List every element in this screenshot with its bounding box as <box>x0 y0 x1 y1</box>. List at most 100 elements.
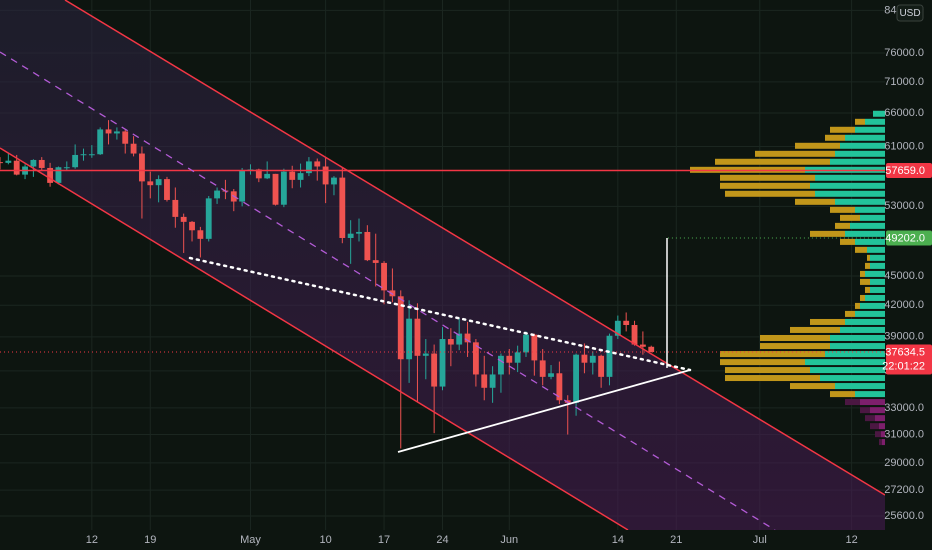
candle-body <box>172 199 179 217</box>
candle-body <box>539 360 546 377</box>
candle-body <box>623 320 630 326</box>
candle-body <box>372 260 379 263</box>
volume-down <box>715 158 830 165</box>
volume-down <box>790 383 835 390</box>
currency: USD <box>899 8 920 19</box>
candle-body <box>381 262 387 291</box>
candle-body <box>297 173 304 180</box>
volume-down <box>795 142 840 149</box>
candle-body <box>147 181 154 186</box>
volume-down <box>830 126 855 133</box>
volume-up <box>835 198 885 205</box>
candle-body <box>305 161 312 174</box>
x-tick-label: Jun <box>500 534 518 546</box>
channel-upper <box>64 0 886 496</box>
candle-body <box>456 333 463 345</box>
price-label-box <box>886 344 932 375</box>
candle-body <box>481 374 488 388</box>
volume-up <box>870 278 885 285</box>
volume-down <box>755 150 835 157</box>
volume-down <box>860 270 865 277</box>
volume-down <box>865 286 870 293</box>
candle-body <box>164 179 170 200</box>
volume-up <box>815 190 885 197</box>
candle-body <box>322 166 329 185</box>
volume-down <box>855 118 865 125</box>
candle-body <box>514 352 521 363</box>
candle-body <box>523 334 529 353</box>
volume-up <box>840 326 885 333</box>
volume-down <box>875 431 881 438</box>
volume-up <box>867 246 885 253</box>
channel-lower <box>0 147 629 531</box>
volume-up <box>855 238 885 245</box>
volume-down <box>867 254 870 261</box>
candle-body <box>0 162 3 164</box>
volume-down <box>720 182 810 189</box>
x-tick-label: 24 <box>436 534 448 546</box>
candle-body <box>639 344 646 347</box>
volume-up <box>881 431 885 438</box>
price-label-box <box>886 162 932 178</box>
volume-down <box>855 246 867 253</box>
volume-down <box>830 391 855 398</box>
y-tick-label: 66000.0 <box>884 107 924 119</box>
price-label-box <box>886 230 932 246</box>
candle-body <box>105 129 112 134</box>
volume-down <box>720 359 805 366</box>
candle-body <box>72 154 79 168</box>
volume-down <box>860 278 870 285</box>
candle-body <box>264 173 271 179</box>
candle-body <box>364 231 371 261</box>
candle-body <box>581 354 588 363</box>
volume-down <box>790 326 840 333</box>
volume-down <box>879 439 882 446</box>
candle-body <box>47 167 54 183</box>
x-tick-label: 10 <box>319 534 331 546</box>
volume-down <box>760 343 830 350</box>
volume-up <box>830 158 885 165</box>
volume-down <box>830 206 855 213</box>
currency-badge[interactable] <box>896 4 924 22</box>
candle-body <box>606 335 613 377</box>
candle-body <box>80 154 87 156</box>
volume-down <box>810 318 845 325</box>
candle-body <box>289 171 296 180</box>
volume-up <box>865 294 885 301</box>
x-tick-label: Jul <box>753 534 767 546</box>
volume-up <box>805 359 885 366</box>
volume-up <box>855 126 885 133</box>
x-tick-label: 12 <box>845 534 857 546</box>
volume-up <box>875 415 885 422</box>
candle-body <box>314 161 321 167</box>
volume-down <box>725 190 815 197</box>
trendline-support <box>397 369 691 453</box>
volume-down <box>825 134 845 141</box>
candle-body <box>97 129 104 155</box>
candle-body <box>414 318 421 356</box>
candle-body <box>13 160 20 175</box>
volume-up <box>860 399 885 406</box>
volume-down <box>840 214 860 221</box>
volume-up <box>879 423 885 430</box>
volume-down <box>835 222 850 229</box>
candle-body <box>422 353 429 356</box>
y-tick-label: 29000.0 <box>884 457 924 469</box>
candle-body <box>464 333 471 343</box>
volume-up <box>845 318 885 325</box>
volume-up <box>873 110 885 117</box>
volume-up <box>865 270 885 277</box>
channel-mid <box>0 51 776 531</box>
candle-body <box>548 373 554 377</box>
candle-body <box>255 169 262 179</box>
y-tick-label: 76000.0 <box>884 47 924 59</box>
y-tick-label: 27200.0 <box>884 484 924 496</box>
volume-up <box>825 351 885 358</box>
candle-body <box>88 154 95 156</box>
volume-up <box>810 367 885 374</box>
volume-down <box>865 415 875 422</box>
volume-up <box>870 407 885 414</box>
volume-down <box>860 407 870 414</box>
candle-body <box>339 177 346 238</box>
